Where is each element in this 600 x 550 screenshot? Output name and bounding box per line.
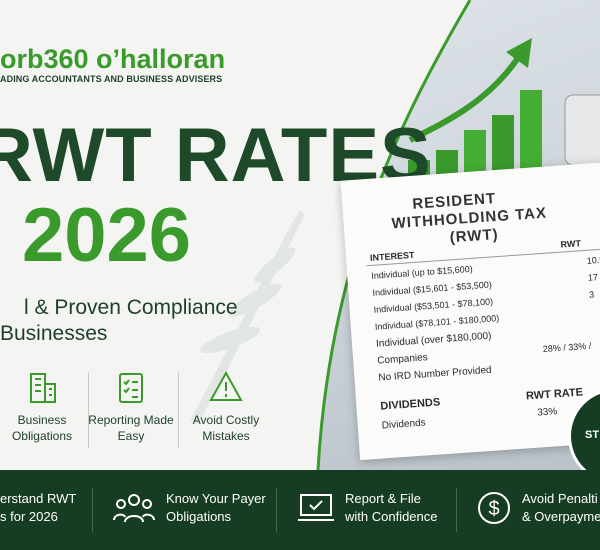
subtitle: l & Proven Compliance bbox=[24, 296, 238, 319]
rwt-document: RESIDENT WITHHOLDING TAX (RWT) INTEREST R… bbox=[340, 159, 600, 461]
row-rate: 33% bbox=[536, 406, 558, 419]
headline-year: 2026 bbox=[22, 193, 192, 278]
feature: Business Obligations bbox=[0, 370, 86, 444]
row-label: Individual (over $180,000) bbox=[375, 330, 492, 350]
checklist-icon bbox=[119, 373, 143, 403]
building-icon bbox=[30, 373, 56, 403]
footer-text: Know Your Payer bbox=[166, 491, 266, 506]
footer-text: Obligations bbox=[166, 509, 232, 524]
footer-text: erstand RWT bbox=[0, 491, 77, 506]
svg-text:$: $ bbox=[488, 498, 499, 520]
separator bbox=[178, 372, 179, 448]
feature-label: Business Obligations bbox=[11, 413, 73, 443]
row-rate: 17 bbox=[587, 272, 599, 283]
row-label: Individual ($53,501 - $78,100) bbox=[373, 296, 494, 315]
footer-text: Report & File bbox=[345, 491, 421, 506]
warning-icon bbox=[209, 370, 243, 401]
footer-item: Know Your Payer Obligations bbox=[166, 490, 266, 526]
feature: Reporting Made Easy bbox=[87, 370, 175, 444]
footer-text: Avoid Penalti bbox=[522, 491, 598, 506]
feature-label: Reporting Made Easy bbox=[88, 413, 174, 443]
subtitle: Businesses bbox=[0, 322, 108, 345]
row-label: Individual (up to $15,600) bbox=[370, 263, 473, 281]
footer-bar: erstand RWT s for 2026 Know Your Payer Obl… bbox=[0, 470, 600, 550]
separator bbox=[92, 488, 93, 532]
footer-item: Report & File with Confidence bbox=[345, 490, 438, 526]
row-rate: 3 bbox=[588, 289, 595, 300]
footer-item: Avoid Penalti & Overpayme bbox=[522, 490, 600, 526]
table-header: RWT bbox=[560, 238, 582, 250]
logo: orb360 o’halloran bbox=[0, 44, 226, 74]
separator bbox=[276, 488, 277, 532]
document-title: (RWT) bbox=[449, 225, 500, 247]
feature: Avoid Costly Mistakes bbox=[182, 370, 270, 444]
row-label: Individual ($15,601 - $53,500) bbox=[372, 279, 493, 298]
separator bbox=[88, 372, 89, 448]
dollar-icon: $ bbox=[478, 492, 510, 524]
table-header: INTEREST bbox=[369, 249, 415, 263]
feature-label: Avoid Costly Mistakes bbox=[192, 413, 260, 443]
people-icon bbox=[113, 494, 155, 523]
footer-item: erstand RWT s for 2026 bbox=[0, 490, 76, 526]
row-label: No IRD Number Provided bbox=[378, 364, 492, 384]
separator bbox=[456, 488, 457, 532]
table-header: DIVIDENDS bbox=[380, 396, 441, 413]
table-header: RWT RATE bbox=[525, 386, 584, 403]
footer-text: & Overpayme bbox=[522, 509, 600, 524]
row-label: Dividends bbox=[381, 417, 427, 432]
row-rate: 28% / 33% / bbox=[542, 340, 592, 355]
laptop-icon bbox=[298, 494, 334, 521]
row-label: Individual ($78,101 - $180,000) bbox=[374, 313, 500, 332]
footer-text: with Confidence bbox=[345, 509, 438, 524]
tagline: ADING ACCOUNTANTS AND BUSINESS ADVISERS bbox=[0, 74, 223, 84]
row-rate: 10.5 bbox=[586, 254, 600, 266]
row-label: Companies bbox=[376, 352, 429, 367]
footer-text: s for 2026 bbox=[0, 509, 58, 524]
badge-text: ST bbox=[585, 429, 600, 441]
